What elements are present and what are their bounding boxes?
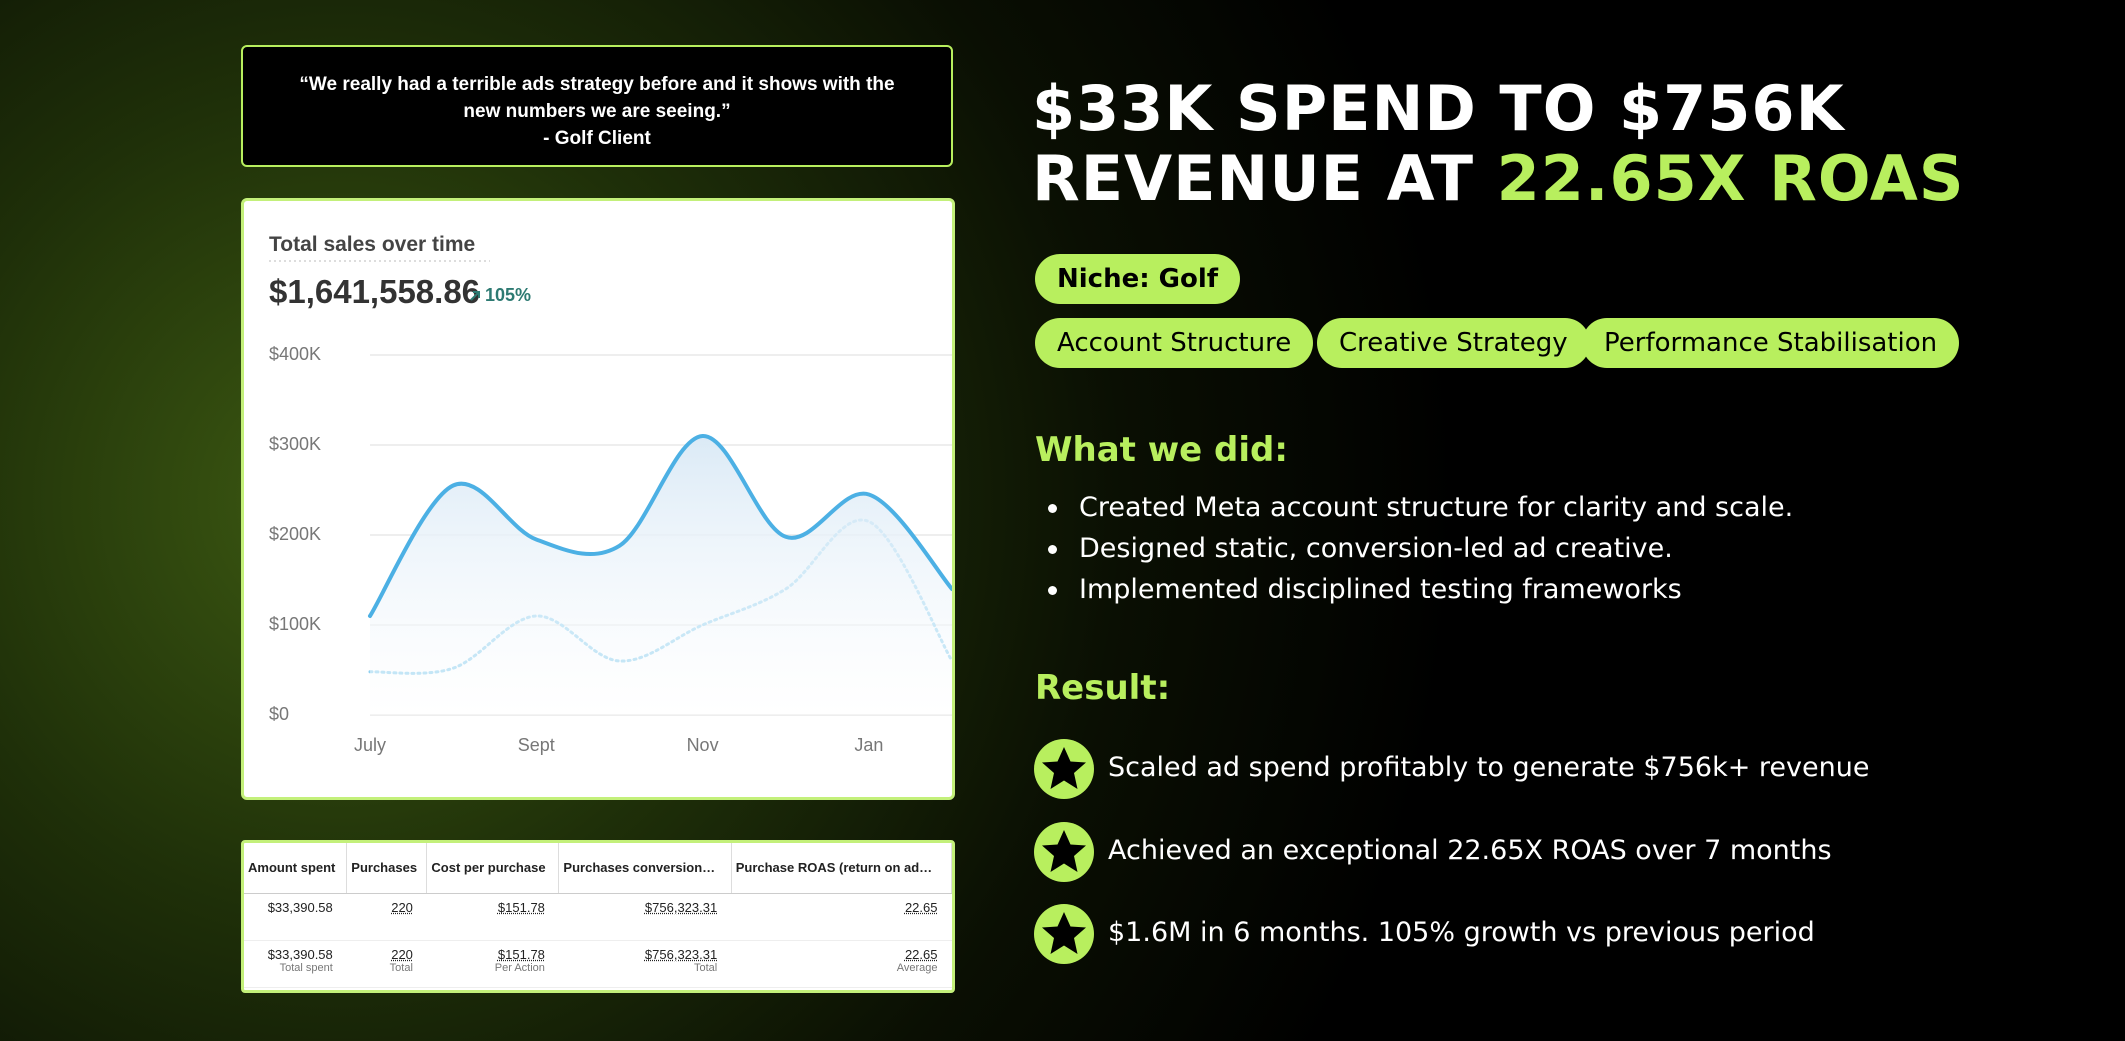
column-header: Cost per purchase [426, 843, 560, 894]
cell: $151.78 Per Action [426, 940, 559, 988]
cell: $151.78 [426, 893, 559, 941]
quote-author: - Golf Client [543, 128, 651, 149]
bullet: Designed static, conversion-led ad creat… [1048, 533, 1673, 564]
x-tick-label: Jan [854, 735, 883, 755]
arrow-icon [470, 291, 480, 301]
niche-tag: Niche: Golf [1035, 254, 1241, 304]
result-item: $1.6M in 6 months. 105% growth vs previo… [1034, 902, 1815, 964]
cell-note: Total [389, 962, 413, 974]
testimonial: “We really had a terrible ads strategy b… [241, 45, 953, 167]
headline-text: $33K SPEND TO $756K REVENUE AT [1032, 72, 1845, 215]
cell-value: $33,390.58 [267, 947, 333, 962]
result-text: Scaled ad spend profitably to generate $… [1108, 752, 1870, 783]
cell-note: Average [896, 962, 938, 974]
section-heading: What we did: [1035, 430, 1288, 470]
column-header: Purchases [346, 843, 428, 894]
cell-value: $151.78 [497, 947, 545, 962]
section-heading: Result: [1035, 668, 1171, 708]
cell: 220 [346, 893, 427, 941]
cell-value: 22.65 [904, 900, 938, 915]
x-tick-label: Nov [687, 735, 719, 755]
cell: 220 Total [346, 940, 427, 988]
cell-note: Total spent [279, 962, 333, 974]
star-icon [1034, 821, 1094, 882]
result-text: $1.6M in 6 months. 105% growth vs previo… [1108, 917, 1815, 948]
chart-title: Total sales over time [269, 233, 475, 256]
tag: Creative Strategy [1317, 318, 1590, 368]
ads-table: Amount spent Purchases Cost per purchase… [241, 840, 955, 993]
total-sales: $1,641,558.86 [269, 273, 480, 310]
line [368, 433, 952, 618]
column-header: Purchases conversion… [558, 843, 732, 894]
cell-value: $756,323.31 [644, 947, 718, 962]
column-header: Purchase ROAS (return on ad… [731, 843, 952, 894]
x-tick-label: July [354, 735, 386, 755]
cell: 22.65 Average [731, 940, 952, 988]
area [370, 435, 952, 715]
y-tick-label: $400K [269, 344, 321, 364]
x-tick-label: Sept [518, 735, 555, 755]
y-tick-label: $200K [269, 524, 321, 544]
result-item: Achieved an exceptional 22.65X ROAS over… [1034, 820, 1832, 882]
cell-value: 220 [391, 947, 413, 962]
table: Amount spent Purchases Cost per purchase… [244, 843, 952, 988]
bullet: Implemented disciplined testing framewor… [1048, 574, 1682, 605]
column-header: Amount spent [244, 843, 348, 894]
cell-note: Total [693, 962, 718, 974]
chart-card: Total sales over time $1,641,558.86 105%… [241, 198, 955, 800]
tag: Performance Stabilisation [1582, 318, 1960, 368]
cell: $756,323.31 [558, 893, 732, 941]
result-item: Scaled ad spend profitably to generate $… [1034, 737, 1869, 799]
y-tick-label: $100K [269, 614, 321, 634]
cell: $756,323.31 Total [558, 940, 732, 988]
headline: $33K SPEND TO $756K REVENUE AT 22.65X RO… [1032, 74, 1992, 214]
cell-value: 220 [391, 900, 413, 915]
cell: $33,390.58 [244, 893, 347, 941]
cell-note: Per Action [494, 962, 545, 974]
quote-text: “We really had a terrible ads strategy b… [299, 74, 895, 122]
cell-value: $151.78 [497, 900, 545, 915]
star-icon [1034, 738, 1094, 799]
tag: Account Structure [1035, 318, 1314, 368]
result-text: Achieved an exceptional 22.65X ROAS over… [1108, 835, 1832, 866]
cell: $33,390.58 Total spent [244, 940, 347, 988]
cell-value: $756,323.31 [644, 900, 718, 915]
star-icon [1034, 903, 1094, 964]
headline-highlight: 22.65X ROAS [1496, 142, 1965, 215]
chart: Total sales over time $1,641,558.86 105%… [269, 233, 952, 755]
growth-rate: 105% [485, 285, 531, 305]
y-tick-label: $300K [269, 434, 321, 454]
cell-value: 22.65 [904, 947, 938, 962]
y-tick-label: $0 [269, 704, 289, 724]
cell: 22.65 [731, 893, 952, 941]
bullet: Created Meta account structure for clari… [1048, 492, 1793, 523]
